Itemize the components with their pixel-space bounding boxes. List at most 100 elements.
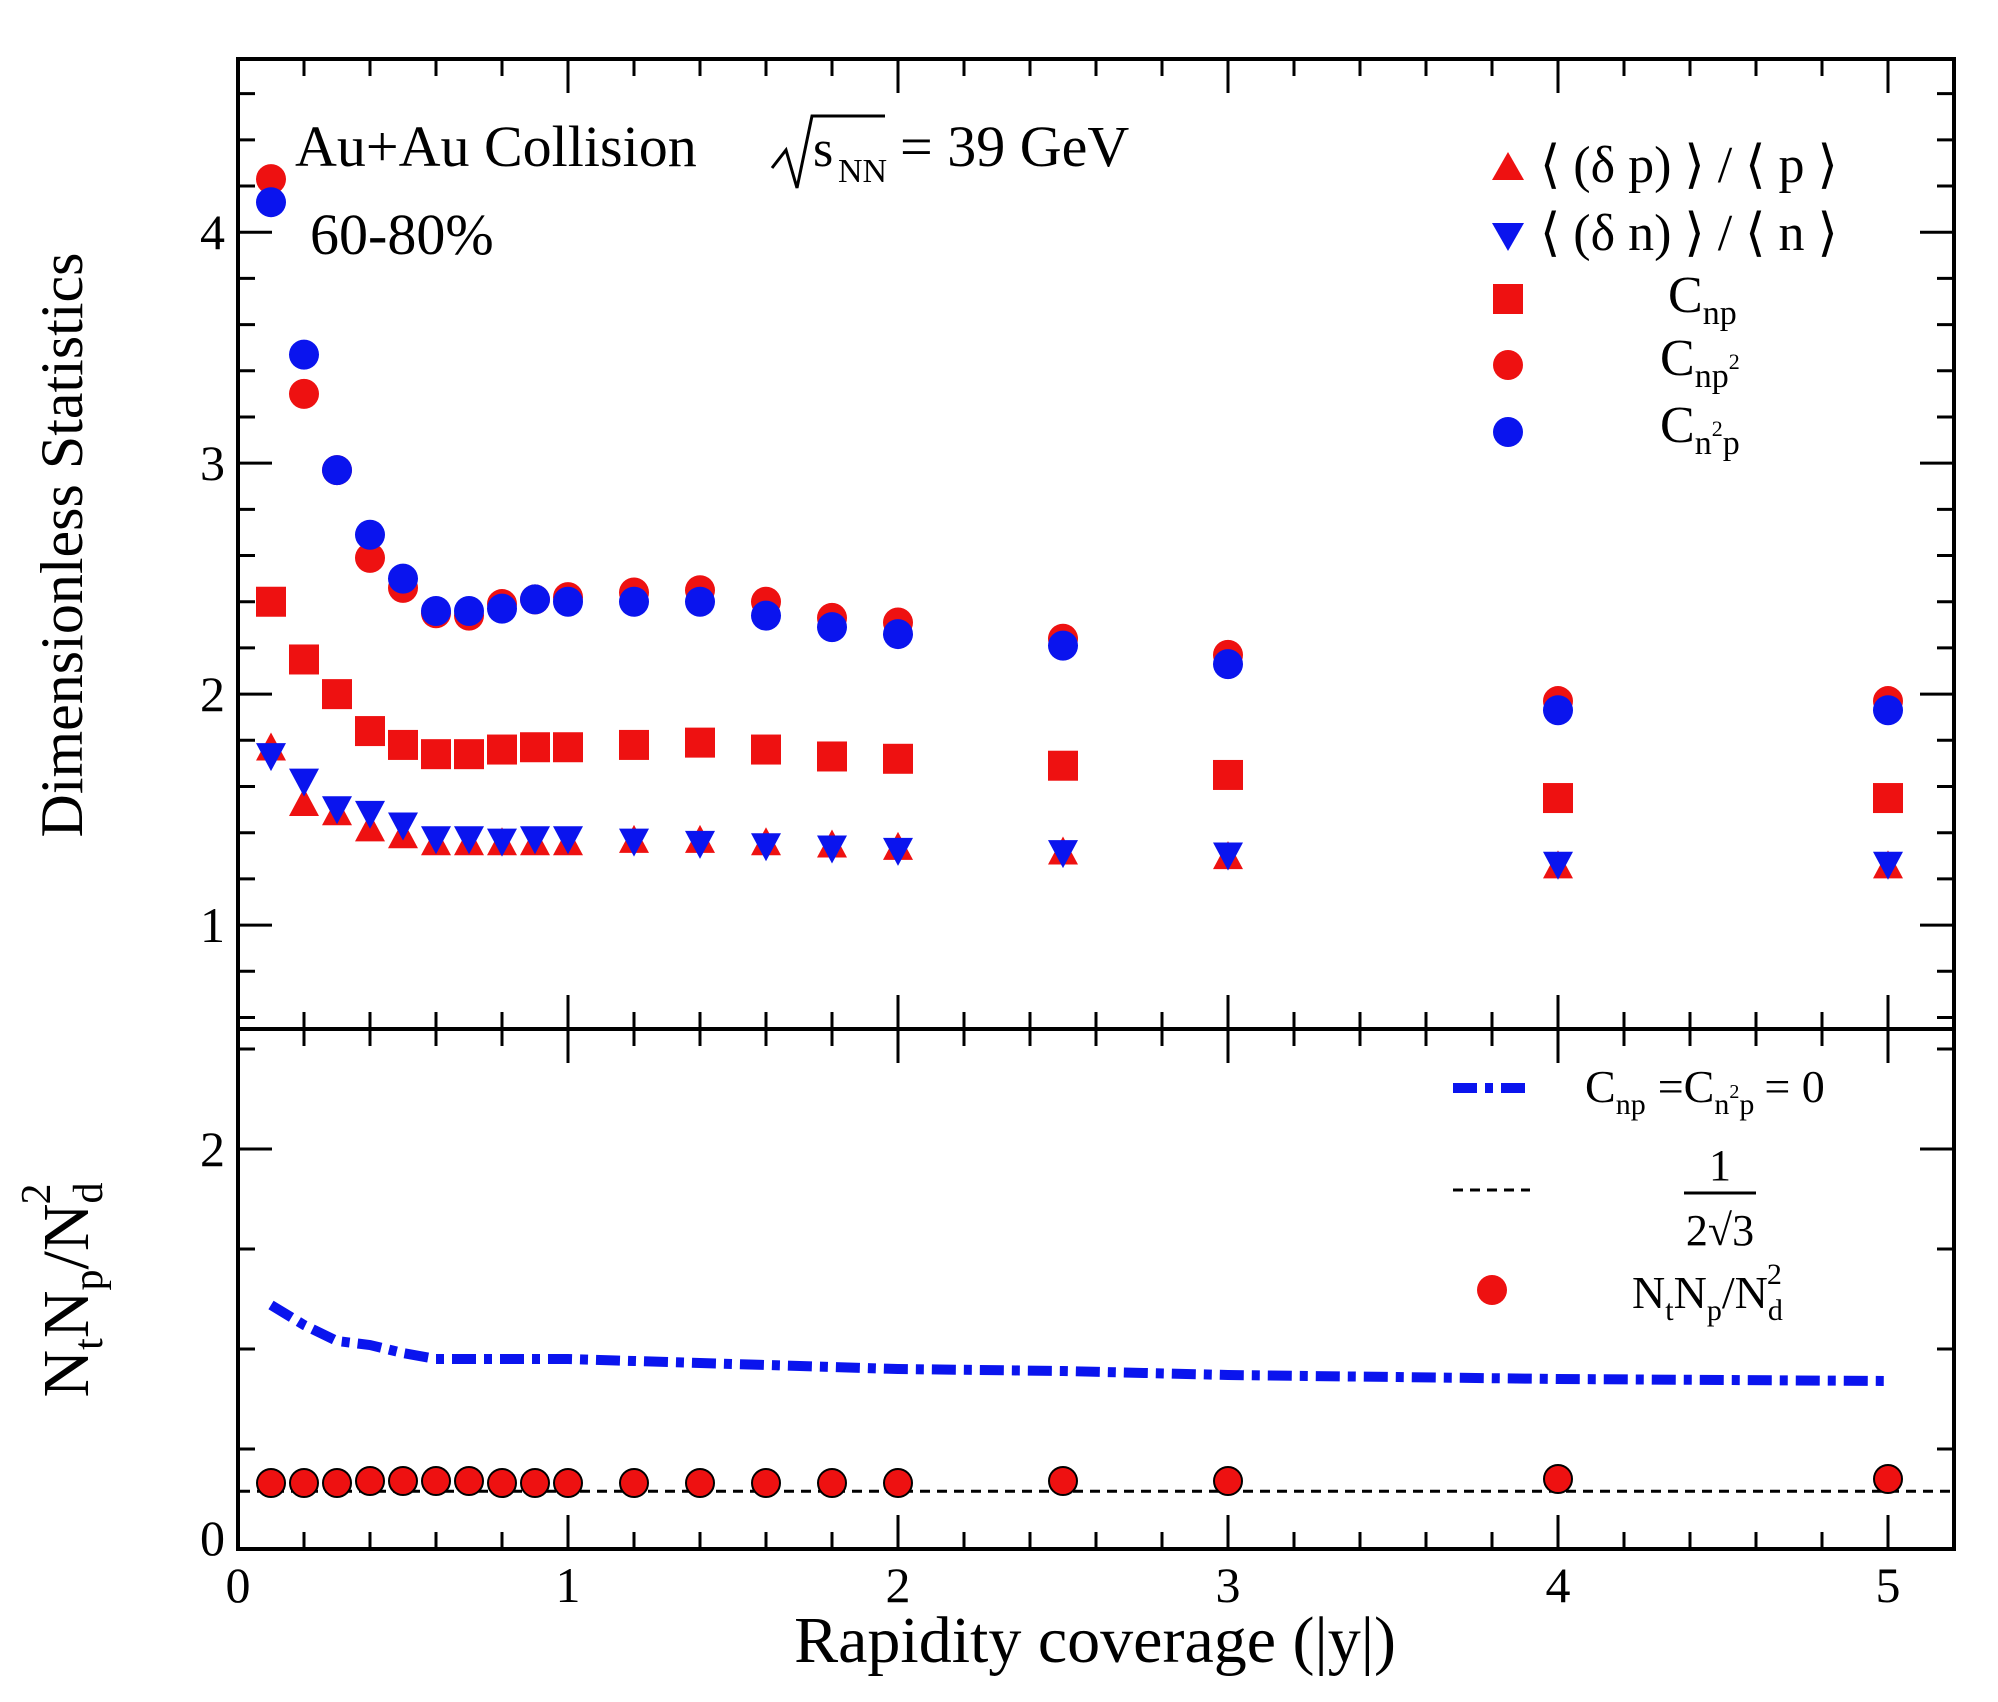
data-point-circle (421, 595, 451, 626)
x-tick-label: 4 (1546, 1557, 1571, 1613)
data-point-triangle-down (487, 828, 517, 857)
bottom-panel-marks (240, 1300, 1952, 1498)
data-point-triangle-down (388, 812, 418, 841)
bottom-y-tick-label: 0 (200, 1510, 225, 1566)
top-legend: ⟨ (δ p) ⟩ / ⟨ p ⟩ ⟨ (δ n) ⟩ / ⟨ n ⟩ Cnp … (1492, 137, 1838, 462)
data-point-square (1048, 750, 1078, 781)
data-point-ratio (553, 1468, 583, 1498)
data-point-square (388, 729, 418, 760)
data-point-triangle-up (289, 787, 319, 816)
svg-text:s: s (813, 121, 833, 178)
data-point-square (454, 739, 484, 770)
legend-marker-ratio (1477, 1275, 1507, 1305)
data-point-circle (1048, 630, 1078, 661)
data-point-circle (487, 593, 517, 624)
data-point-circle (1213, 649, 1243, 680)
data-point-ratio (817, 1468, 847, 1498)
data-point-circle (355, 542, 385, 573)
top-y-tick-label: 3 (200, 435, 225, 491)
data-point-circle (322, 455, 352, 486)
data-point-ratio (487, 1468, 517, 1498)
bottom-legend: Cnp =Cn2p = 0 1 2√3 NtNp/Nd2 (1453, 1061, 1825, 1327)
data-point-square (1213, 759, 1243, 790)
x-tick-label: 3 (1216, 1557, 1241, 1613)
top-y-axis-label: Dimensionless Statistics (29, 253, 95, 838)
data-point-square (751, 734, 781, 765)
series-line-dash-dot (268, 1300, 1889, 1386)
data-point-triangle-down (1213, 842, 1243, 871)
data-point-square (520, 732, 550, 763)
data-point-triangle-down (883, 837, 913, 866)
data-point-ratio (1213, 1466, 1243, 1496)
data-point-triangle-down (751, 833, 781, 862)
data-point-ratio (619, 1468, 649, 1498)
data-point-square (817, 741, 847, 772)
legend-marker-circle-red (1493, 350, 1523, 380)
data-point-triangle-down (685, 830, 715, 859)
legend-label-cnp2: Cnp2 (1660, 330, 1740, 395)
x-tick-label: 1 (556, 1557, 581, 1613)
data-point-circle (619, 586, 649, 617)
legend-label-dn: ⟨ (δ n) ⟩ / ⟨ n ⟩ (1540, 205, 1838, 262)
svg-text:NN: NN (838, 153, 887, 190)
data-point-ratio (289, 1468, 319, 1498)
data-point-ratio (883, 1468, 913, 1498)
data-point-circle (685, 586, 715, 617)
data-point-triangle-down (355, 800, 385, 829)
data-point-ratio (256, 1468, 286, 1498)
data-point-ratio (421, 1466, 451, 1496)
data-point-triangle-down (421, 826, 451, 855)
data-point-circle (289, 378, 319, 409)
data-point-square (487, 734, 517, 765)
axis-tick-labels: 0 1 2 3 4 5 1 2 3 4 0 2 (200, 204, 1901, 1613)
top-panel-marks (256, 164, 1903, 880)
data-point-triangle-down (289, 768, 319, 797)
legend-label-ratio: NtNp/Nd2 (1632, 1258, 1783, 1327)
data-point-triangle-down (520, 826, 550, 855)
bottom-y-axis-label: NtNp/Nd2 (14, 1182, 112, 1397)
x-axis-label: Rapidity coverage (|y|) (794, 1604, 1396, 1677)
x-tick-label: 0 (226, 1557, 251, 1613)
data-point-ratio (751, 1468, 781, 1498)
data-point-circle (817, 612, 847, 643)
data-point-square (883, 743, 913, 774)
data-point-square (289, 644, 319, 675)
data-point-ratio (1543, 1464, 1573, 1494)
data-point-circle (454, 595, 484, 626)
top-y-tick-label: 4 (200, 204, 225, 260)
legend-label-dp: ⟨ (δ p) ⟩ / ⟨ p ⟩ (1540, 137, 1838, 194)
data-point-triangle-down (553, 826, 583, 855)
data-point-square (1873, 783, 1903, 814)
data-point-ratio (322, 1468, 352, 1498)
data-point-circle (289, 339, 319, 370)
data-point-circle (883, 619, 913, 650)
data-point-ratio (454, 1466, 484, 1496)
data-point-circle (1543, 695, 1573, 726)
data-point-triangle-down (1048, 840, 1078, 869)
x-tick-label: 2 (886, 1557, 911, 1613)
data-point-circle (751, 600, 781, 631)
data-point-ratio (685, 1468, 715, 1498)
legend-marker-circle-blue (1493, 417, 1523, 447)
data-point-square (421, 739, 451, 770)
x-tick-label: 5 (1876, 1557, 1901, 1613)
legend-frac-denominator: 2√3 (1686, 1206, 1754, 1255)
svg-text:Au+Au Collision: Au+Au Collision (295, 114, 697, 179)
data-point-square (256, 586, 286, 617)
bottom-y-tick-label: 2 (200, 1121, 225, 1177)
data-point-circle (520, 584, 550, 615)
data-point-ratio (1048, 1466, 1078, 1496)
collision-label: Au+Au Collision s NN = 39 GeV (295, 114, 1129, 190)
legend-label-cnp-zero: Cnp =Cn2p = 0 (1585, 1061, 1825, 1121)
data-point-square (1543, 783, 1573, 814)
legend-label-cnp: Cnp (1668, 267, 1737, 332)
sqrt-symbol (770, 114, 885, 189)
data-point-triangle-down (817, 835, 847, 864)
svg-text:= 39 GeV: = 39 GeV (900, 114, 1129, 179)
data-point-square (685, 727, 715, 758)
data-point-ratio (388, 1466, 418, 1496)
legend-marker-triangle-down (1492, 223, 1524, 251)
top-y-tick-label: 1 (200, 897, 225, 953)
data-point-triangle-down (454, 826, 484, 855)
